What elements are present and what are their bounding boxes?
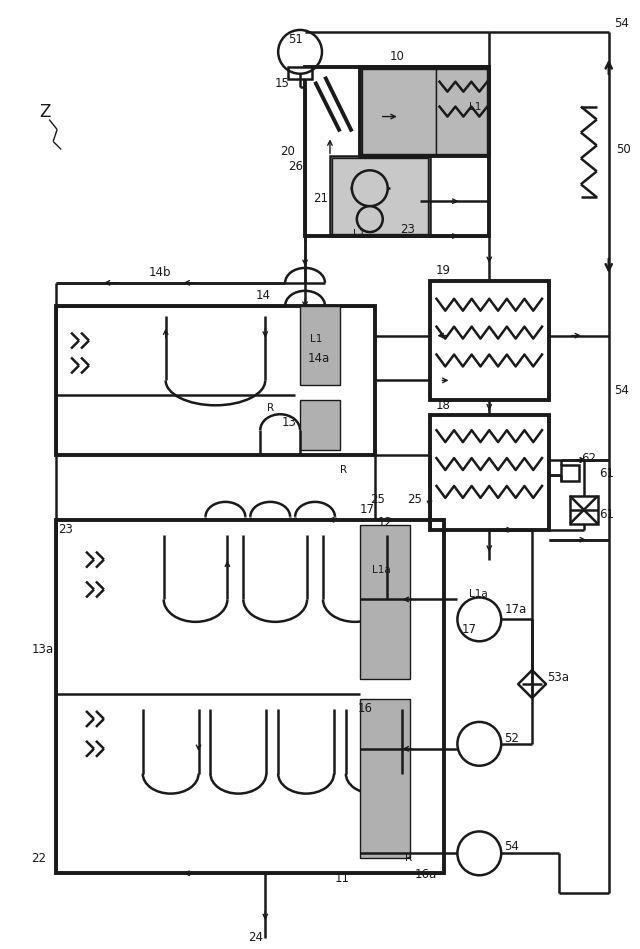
Bar	[570, 496, 598, 524]
Text: 25: 25	[370, 493, 385, 507]
Text: 13: 13	[282, 416, 297, 429]
Circle shape	[352, 170, 388, 206]
Bar	[360, 66, 489, 157]
Text: 13a: 13a	[31, 642, 53, 656]
Bar	[330, 157, 429, 236]
Text: 14b: 14b	[148, 267, 172, 279]
Text: 17a: 17a	[504, 603, 527, 616]
Text: R: R	[268, 403, 275, 413]
Bar	[332, 158, 428, 234]
Text: 51: 51	[288, 33, 303, 47]
Bar	[429, 416, 549, 530]
Text: 18: 18	[435, 399, 451, 412]
Bar	[56, 520, 444, 873]
Bar	[305, 66, 489, 236]
Text: 16: 16	[358, 702, 373, 716]
Text: 16a: 16a	[415, 867, 437, 881]
Text: 54: 54	[614, 17, 628, 30]
Bar	[300, 400, 340, 450]
Text: 20: 20	[280, 145, 295, 158]
Text: L1a: L1a	[372, 565, 390, 574]
Bar	[561, 465, 579, 481]
Text: L1a: L1a	[469, 589, 488, 600]
Text: 62: 62	[581, 452, 596, 465]
Text: 26: 26	[288, 159, 303, 173]
Bar	[362, 68, 436, 155]
Text: 17: 17	[461, 623, 476, 636]
Text: 50: 50	[616, 143, 630, 156]
Text: 52: 52	[504, 733, 519, 745]
Text: 19: 19	[435, 265, 451, 277]
Bar	[300, 306, 340, 385]
Bar	[56, 306, 375, 456]
Bar	[436, 68, 487, 155]
Text: R: R	[340, 465, 347, 475]
Text: 12: 12	[378, 516, 393, 530]
Text: 14: 14	[255, 289, 270, 303]
Text: L1: L1	[469, 102, 482, 112]
Text: 10: 10	[390, 50, 404, 64]
Text: 11: 11	[335, 872, 350, 884]
Text: R: R	[404, 853, 412, 864]
Text: 14a: 14a	[308, 352, 330, 365]
Text: 23: 23	[399, 223, 415, 235]
Bar	[429, 281, 549, 400]
Text: 54: 54	[504, 840, 519, 853]
Circle shape	[357, 206, 383, 233]
Text: 21: 21	[313, 192, 328, 205]
Text: 54: 54	[614, 383, 628, 397]
Text: 15: 15	[274, 77, 289, 90]
Text: L1: L1	[310, 334, 323, 344]
Text: 61: 61	[599, 509, 614, 521]
Bar	[360, 699, 410, 858]
Text: L1: L1	[353, 229, 365, 239]
Text: 17: 17	[360, 503, 375, 516]
Text: Z: Z	[39, 102, 51, 121]
Text: 61: 61	[599, 467, 614, 479]
Text: 25: 25	[408, 493, 422, 507]
Bar	[360, 525, 410, 679]
Bar	[288, 66, 312, 79]
Text: 22: 22	[31, 852, 46, 865]
Text: 23: 23	[58, 523, 73, 536]
Text: 53a: 53a	[547, 671, 569, 683]
Text: 24: 24	[248, 932, 263, 944]
